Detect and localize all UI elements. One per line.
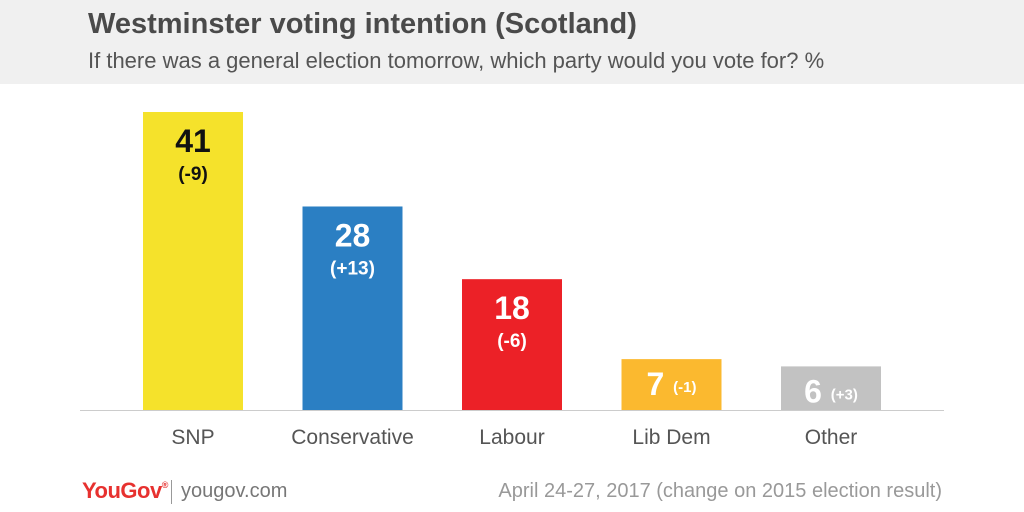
chart-title: Westminster voting intention (Scotland) [88, 8, 637, 40]
footer-url: yougov.com [181, 480, 288, 502]
bar-labour [462, 279, 562, 410]
logo-mark: ® [161, 480, 169, 490]
bar-chart: 41 (-9) SNP 28 (+13) Conservative 18 (-6) Labour… [80, 112, 944, 449]
yougov-logo: YouGov® [82, 478, 168, 504]
bar-other [781, 366, 881, 410]
change-label: (-9) [178, 164, 208, 185]
change-label: (-6) [497, 331, 527, 352]
footer-note: April 24-27, 2017 (change on 2015 electi… [498, 480, 942, 502]
value-label: 41 [175, 123, 211, 159]
category-label: Other [805, 426, 858, 449]
chart-subtitle: If there was a general election tomorrow… [88, 48, 825, 73]
change-label: (+13) [330, 258, 375, 279]
bar-conservative [302, 206, 403, 410]
value-label: 6 (+3) [804, 373, 858, 409]
bar-snp [143, 112, 243, 410]
category-label: Lib Dem [632, 426, 710, 449]
category-label: Labour [479, 426, 544, 449]
header-band: Westminster voting intention (Scotland) … [0, 0, 1024, 84]
category-label: Conservative [291, 426, 414, 449]
logo-text: YouGov [82, 478, 162, 503]
footer-divider [171, 480, 172, 504]
value-label: 18 [494, 290, 530, 326]
category-label: SNP [171, 426, 214, 449]
bar-lib-dem [621, 359, 722, 410]
value-label: 7 (-1) [646, 366, 696, 402]
value-label: 28 [335, 217, 371, 253]
